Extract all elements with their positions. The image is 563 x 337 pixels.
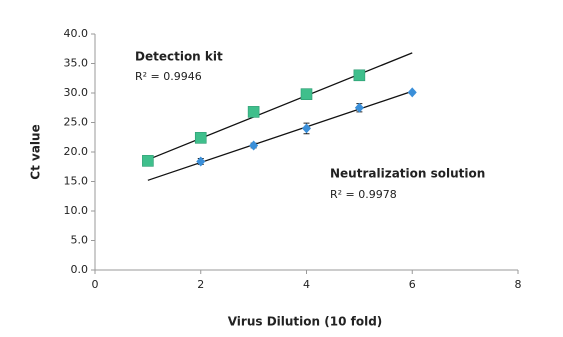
- point: [353, 69, 366, 82]
- point: [302, 123, 311, 134]
- x-tick-label: 4: [303, 278, 310, 291]
- point: [196, 156, 206, 167]
- trendline: [147, 90, 413, 181]
- annotation: R² = 0.9978: [330, 188, 397, 201]
- y-tick-label: 35.0: [64, 57, 89, 70]
- y-tick-label: 30.0: [64, 86, 89, 99]
- y-tick-label: 10.0: [64, 204, 89, 217]
- series-label: Detection kit: [135, 50, 223, 64]
- x-axis-label: Virus Dilution (10 fold): [228, 315, 383, 329]
- x-tick-label: 8: [515, 278, 522, 291]
- y-tick-label: 40.0: [64, 27, 89, 40]
- point: [354, 102, 364, 113]
- x-tick-label: 0: [92, 278, 99, 291]
- point: [194, 132, 207, 144]
- x-tick-label: 2: [197, 278, 204, 291]
- point: [142, 155, 154, 167]
- y-tick-label: 5.0: [71, 234, 89, 247]
- series-label: Neutralization solution: [330, 167, 485, 181]
- annotation: R² = 0.9946: [135, 70, 202, 83]
- point: [407, 87, 417, 98]
- y-tick-label: 25.0: [64, 116, 89, 129]
- y-tick-label: 15.0: [64, 175, 89, 188]
- point: [247, 106, 260, 118]
- y-tick-label: 20.0: [64, 145, 89, 158]
- y-axis-label: Ct value: [29, 124, 43, 179]
- y-tick-label: 0.0: [71, 263, 89, 276]
- trendline: [147, 52, 413, 161]
- point: [300, 88, 313, 100]
- x-tick-label: 6: [409, 278, 416, 291]
- point: [249, 140, 259, 151]
